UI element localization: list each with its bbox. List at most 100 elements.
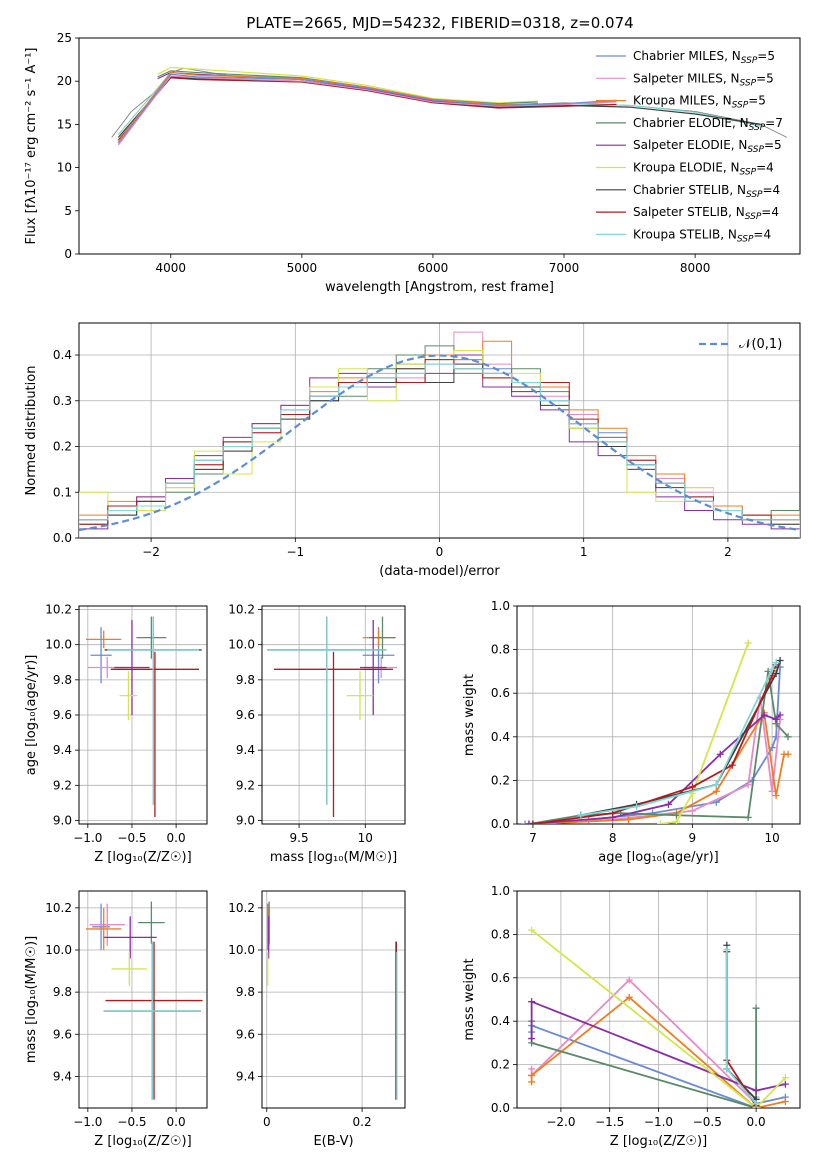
weight_vs_age-series-line [532, 710, 789, 824]
spectrum-xtick-label: 8000 [680, 261, 711, 275]
spectrum-legend-text: =5 [756, 71, 774, 85]
mass_vs_Z-marks [86, 901, 203, 1100]
weight_vs_age-xlabel: age [log₁₀(age/yr)] [598, 850, 719, 865]
figure-title: PLATE=2665, MJD=54232, FIBERID=0318, z=0… [246, 14, 633, 32]
weight_vs_Z-point-marker [625, 976, 633, 984]
weight_vs_Z-xlabel: Z [log₁₀(Z/Z☉)] [610, 1134, 707, 1149]
residuals-normal-curve [79, 354, 800, 532]
spectrum-legend-text: Chabrier STELIB, N [633, 183, 746, 197]
mass_vs_Z-xtick-label: 0.0 [167, 1115, 186, 1129]
age_vs_Z-ytick-label: 10.0 [45, 638, 72, 652]
age_vs_mass-ytick-label: 9.2 [236, 778, 255, 792]
spectrum-legend-text: =5 [757, 49, 775, 63]
residuals-ytick-label: 0.4 [53, 348, 72, 362]
spectrum-legend-text: Kroupa STELIB, N [633, 227, 737, 241]
weight_vs_Z-point-marker [625, 993, 633, 1001]
age_vs_mass-ytick-label: 9.4 [236, 743, 255, 757]
spectrum-legend-text: =5 [764, 138, 782, 152]
weight_vs_Z-point-marker [528, 1035, 536, 1043]
weight_vs_age-marks [521, 639, 792, 824]
weight_vs_Z-point-marker [781, 1074, 789, 1082]
weight_vs_age-xtick-label: 7 [529, 831, 537, 845]
weight_vs_Z-panel: −2.0 −1.5 −1.0 −0.5 0.0 0.0 0.2 0.4 0.6 0.8 1.0 Z [… [462, 884, 801, 1149]
weight_vs_age-point-marker [744, 781, 752, 789]
residuals-marks [79, 331, 800, 538]
residuals-frame [78, 322, 801, 539]
spectrum-legend-text: Kroupa MILES, N [633, 94, 732, 108]
residuals-ytick-label: 0.3 [53, 394, 72, 408]
spectrum-legend-text: Salpeter ELODIE, N [633, 138, 747, 152]
mass_vs_ebv-ytick-label: 9.6 [236, 1027, 255, 1041]
age_vs_mass-ytick-label: 9.6 [236, 708, 255, 722]
weight_vs_Z-ytick-label: 0.8 [491, 927, 510, 941]
spectrum-legend-label: Salpeter MILES, NSSP=5 [633, 71, 774, 88]
weight_vs_age-point-marker [529, 820, 537, 824]
age_vs_mass-xtick-label: 10 [358, 831, 373, 845]
spectrum-series-line [117, 73, 617, 144]
weight_vs_age-ytick-label: 0.0 [491, 817, 510, 831]
spectrum-series-line [117, 75, 617, 146]
weight_vs_Z-point-marker [723, 946, 731, 954]
weight_vs_Z-point-marker [528, 926, 536, 934]
weight_vs_Z-point-marker [528, 998, 536, 1006]
age_vs_Z-frame [78, 605, 208, 825]
weight_vs_age-point-marker [521, 820, 529, 824]
weight_vs_age-point-marker [625, 816, 633, 824]
mass_vs_Z-ytick-label: 9.4 [53, 1069, 72, 1083]
spectrum-panel: 4000 5000 6000 7000 8000 0 5 10 15 20 25 wavelength… [24, 31, 801, 295]
weight_vs_age-point-marker [525, 820, 533, 824]
mass_vs_ebv-xtick-label: 0 [263, 1115, 271, 1129]
spectrum-legend-label: Kroupa ELODIE, NSSP=4 [633, 161, 774, 178]
mass_vs_Z-ylabel: mass [log₁₀(M/M☉)] [24, 936, 39, 1063]
mass_vs_ebv-marks [267, 901, 398, 1100]
spectrum-legend-subscript: SSP [745, 212, 762, 222]
mass_vs_ebv-xtick-label: 0.2 [353, 1115, 372, 1129]
spectrum-legend-label: Chabrier STELIB, NSSP=4 [633, 183, 780, 200]
weight_vs_age-ytick-label: 0.4 [491, 730, 510, 744]
weight_vs_Z-point-marker [723, 1065, 731, 1073]
weight_vs_age-ylabel: mass weight [462, 674, 477, 756]
age_vs_Z-panel: −1.0 −0.5 0.0 9.0 9.2 9.4 9.6 9.8 10.0 10.2 Z [log… [24, 603, 208, 865]
weight_vs_Z-point-marker [781, 1080, 789, 1088]
weight_vs_age-point-marker [784, 750, 792, 758]
spectrum-legend-text: Salpeter STELIB, N [633, 205, 745, 219]
weight_vs_age-series-line [532, 664, 777, 824]
age_vs_mass-ytick-label: 9.0 [236, 813, 255, 827]
spectrum-series-line [157, 66, 538, 104]
weight_vs_Z-ytick-label: 1.0 [491, 884, 510, 898]
spectrum-legend-subscript: SSP [741, 56, 758, 66]
age_vs_Z-xtick-label: −0.5 [117, 831, 146, 845]
age_vs_mass-xlabel: mass [log₁₀(M/M☉)] [270, 850, 397, 865]
spectrum-xtick-label: 5000 [287, 261, 318, 275]
weight_vs_age-point-marker [633, 803, 641, 811]
weight_vs_age-point-marker [768, 665, 776, 673]
spectrum-ytick-label: 0 [64, 247, 72, 261]
spectrum-legend-text: =7 [765, 116, 783, 130]
residuals-ytick-label: 0.2 [53, 440, 72, 454]
mass_vs_ebv-ytick-label: 9.4 [236, 1069, 255, 1083]
weight_vs_age-point-marker [656, 820, 664, 824]
age_vs_mass-marks [267, 616, 398, 817]
weight_vs_age-point-marker [772, 792, 780, 800]
spectrum-xtick-label: 4000 [155, 261, 186, 275]
weight_vs_age-point-marker [744, 813, 752, 821]
weight_vs_age-point-marker [768, 787, 776, 795]
residuals-panel: −2 −1 0 1 2 0.0 0.1 0.2 0.3 0.4 (data-model)/error… [24, 322, 801, 579]
residuals-xtick-label: 0 [436, 545, 444, 559]
mass_vs_Z-ytick-label: 9.6 [53, 1027, 72, 1041]
spectrum-legend-text: =4 [753, 227, 771, 241]
spectrum-ytick-label: 15 [57, 117, 72, 131]
weight_vs_age-ytick-label: 1.0 [491, 599, 510, 613]
weight_vs_Z-point-marker [752, 1087, 760, 1095]
spectrum-legend-text: Chabrier ELODIE, N [633, 116, 749, 130]
mass_vs_ebv-panel: 0 0.2 9.4 9.6 9.8 10.0 10.2 E(B-V) [228, 890, 406, 1149]
residuals-xlabel: (data-model)/error [379, 564, 500, 579]
age_vs_Z-ytick-label: 9.8 [53, 673, 72, 687]
spectrum-legend-subscript: SSP [746, 190, 763, 200]
mass_vs_ebv-ytick-label: 10.2 [228, 901, 255, 915]
weight_vs_Z-point-marker [528, 1071, 536, 1079]
spectrum-xtick-label: 7000 [549, 261, 580, 275]
